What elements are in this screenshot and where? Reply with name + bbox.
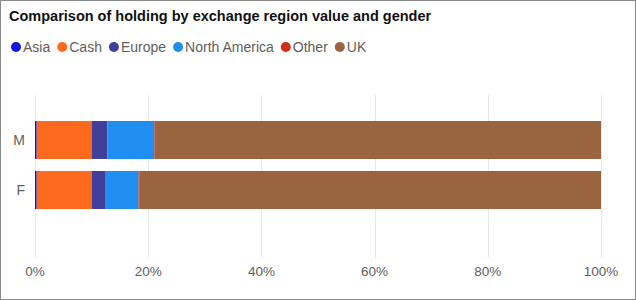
tick-label: 80% xyxy=(474,264,501,279)
grid-line xyxy=(35,95,36,258)
bar-segment xyxy=(106,171,139,209)
legend-marker xyxy=(57,42,67,52)
tick-label: 100% xyxy=(584,264,619,279)
bar-segment xyxy=(37,171,92,209)
bar-segment xyxy=(35,171,37,209)
legend-label: Cash xyxy=(69,39,102,55)
tick-label: 0% xyxy=(25,264,45,279)
bar-segment xyxy=(92,171,106,209)
bar-segment xyxy=(107,121,154,159)
tick-label: 60% xyxy=(361,264,388,279)
legend: Asia Cash Europe North America Other UK xyxy=(11,39,367,55)
legend-label: Other xyxy=(293,39,328,55)
legend-label: UK xyxy=(347,39,367,55)
bar-segment xyxy=(155,121,601,159)
tick-label: 20% xyxy=(135,264,162,279)
category-label: M xyxy=(13,132,25,148)
legend-label: North America xyxy=(185,39,274,55)
legend-label: Europe xyxy=(121,39,166,55)
grid xyxy=(36,95,602,258)
legend-marker xyxy=(281,42,291,52)
chart-title: Comparison of holding by exchange region… xyxy=(9,8,432,24)
tick-label: 40% xyxy=(248,264,275,279)
legend-marker xyxy=(109,42,119,52)
chart-frame xyxy=(1,1,636,300)
bar-segment xyxy=(92,121,108,159)
legend-marker xyxy=(11,42,21,52)
legend-marker xyxy=(173,42,183,52)
bar-segment xyxy=(37,121,92,159)
bar-segment xyxy=(35,121,37,159)
legend-label: Asia xyxy=(23,39,50,55)
grid-line xyxy=(601,95,602,258)
bar-segment xyxy=(139,171,601,209)
category-label: F xyxy=(16,182,25,198)
legend-marker xyxy=(335,42,345,52)
bars xyxy=(35,121,601,209)
